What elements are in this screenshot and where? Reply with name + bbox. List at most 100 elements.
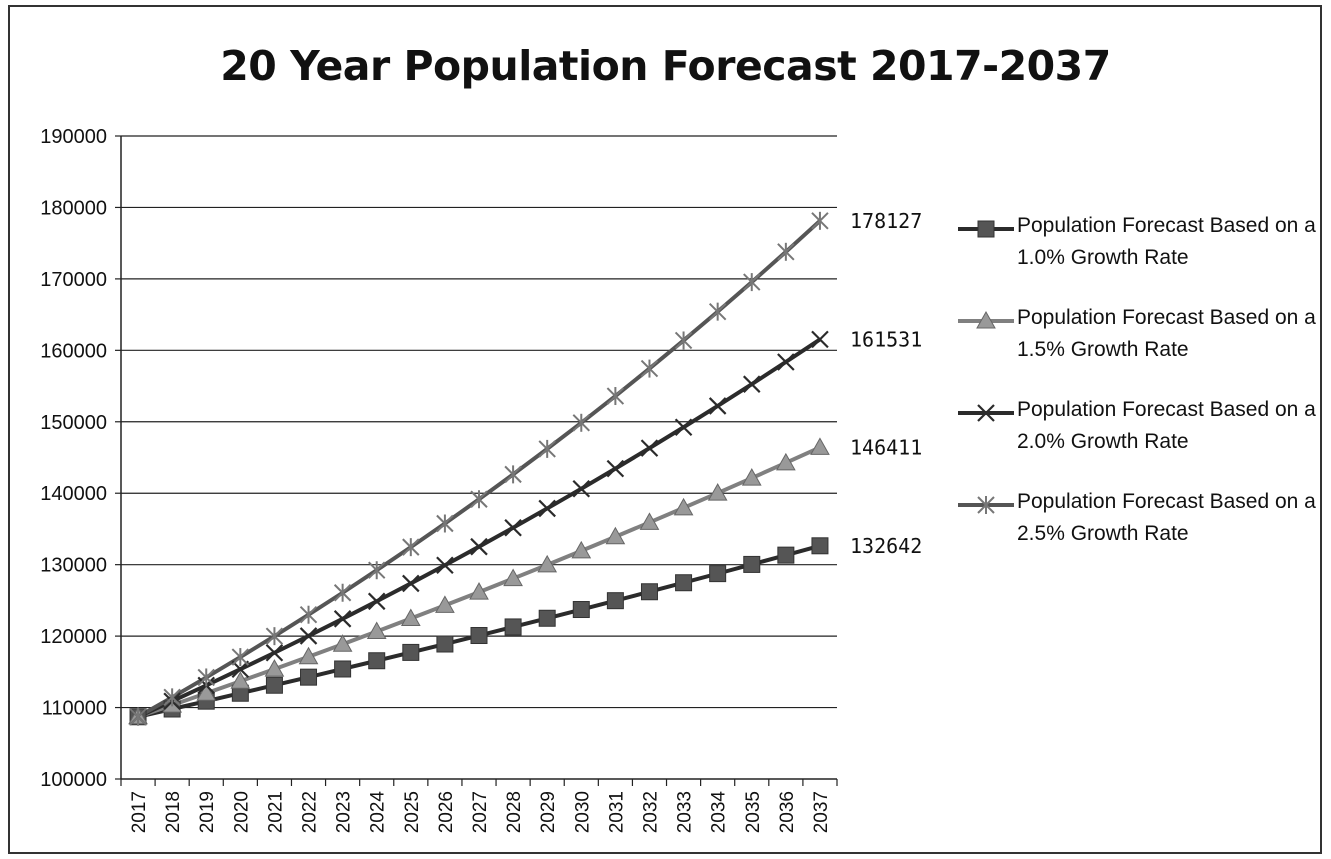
legend-label: Population Forecast Based on a 2.0% Grow… — [1017, 398, 1316, 453]
end-value-label: 132642 — [850, 534, 922, 558]
data-point — [606, 387, 625, 406]
data-point — [537, 554, 558, 573]
y-tick-label: 130000 — [40, 555, 107, 577]
data-point-stroke — [402, 574, 420, 593]
data-point-stroke — [674, 418, 693, 437]
data-point — [538, 439, 556, 458]
data-point — [300, 668, 318, 686]
data-point — [640, 583, 658, 601]
x-tick-label: 2024 — [368, 791, 389, 834]
x-tick-label: 2034 — [709, 791, 730, 834]
data-point — [470, 537, 488, 556]
x-tick-label: 2021 — [265, 791, 286, 833]
legend-swatch — [958, 496, 1014, 514]
y-tick-label: 190000 — [40, 126, 107, 148]
y-tick-label: 110000 — [42, 698, 107, 720]
data-point-stroke — [504, 518, 522, 537]
data-point — [777, 546, 795, 564]
data-point — [230, 671, 251, 689]
x-tick-label: 2026 — [436, 791, 457, 833]
chart-frame — [8, 5, 1322, 854]
data-point — [366, 621, 387, 639]
legend-swatch — [958, 310, 1014, 329]
end-labels: 132642 146411 161531 178127 — [850, 209, 922, 558]
end-value-label: 178127 — [850, 209, 922, 233]
y-tick-label: 120000 — [40, 626, 107, 648]
data-point-stroke — [470, 537, 488, 556]
data-point — [470, 490, 488, 509]
data-point — [640, 439, 659, 457]
data-point-stroke — [742, 375, 761, 393]
x-tick-label: 2022 — [300, 791, 321, 833]
data-point — [436, 556, 454, 575]
y-tick-label: 140000 — [40, 483, 107, 505]
data-point — [265, 676, 283, 694]
data-point — [606, 592, 624, 610]
x-tick-label: 2031 — [606, 791, 627, 833]
data-point — [777, 242, 795, 261]
data-point-stroke — [640, 439, 659, 457]
x-tick-label: 2036 — [777, 791, 798, 833]
x-tick-label: 2033 — [675, 791, 696, 833]
data-point — [436, 514, 454, 533]
chart-title: 20 Year Population Forecast 2017-2037 — [220, 42, 1111, 90]
legend-swatch — [958, 220, 1014, 238]
data-point — [435, 595, 455, 613]
data-point — [333, 583, 352, 602]
data-point — [976, 310, 996, 329]
y-tick-label: 180000 — [40, 197, 107, 219]
x-tick-label: 2018 — [163, 791, 184, 833]
data-point-stroke — [333, 610, 352, 628]
data-point — [810, 437, 830, 455]
data-point — [334, 660, 352, 678]
axes: 100000 110000 120000 130000 140000 150000 1600… — [40, 126, 838, 834]
chart-legend: Population Forecast Based on a 1.0% Grow… — [956, 210, 1316, 578]
legend-label: Population Forecast Based on a 2.5% Grow… — [1017, 490, 1316, 545]
legend-item: Population Forecast Based on a 1.5% Grow… — [956, 302, 1316, 394]
data-point — [368, 561, 386, 580]
data-point — [504, 618, 522, 636]
data-point-stroke — [231, 660, 250, 679]
data-point-stroke — [572, 479, 591, 498]
data-point — [674, 418, 693, 437]
data-point-stroke — [299, 627, 318, 645]
end-value-label: 146411 — [850, 435, 922, 459]
data-point — [811, 330, 829, 349]
data-point — [367, 592, 386, 611]
y-tick-label: 100000 — [40, 769, 107, 791]
data-point — [504, 518, 522, 537]
data-point — [674, 331, 693, 350]
data-point — [605, 526, 626, 545]
data-point — [265, 643, 284, 662]
data-point — [977, 220, 995, 238]
data-point — [504, 465, 522, 484]
data-point — [811, 211, 829, 230]
data-point — [503, 568, 523, 587]
end-value-label: 161531 — [850, 327, 922, 351]
data-point — [368, 652, 386, 670]
data-point — [231, 660, 250, 679]
data-point — [640, 359, 659, 378]
data-point-stroke — [777, 353, 795, 371]
data-point — [673, 497, 694, 516]
data-point — [742, 375, 761, 393]
data-point — [777, 353, 795, 371]
legend-item: Population Forecast Based on a 1.0% Grow… — [956, 210, 1316, 302]
data-point — [708, 302, 727, 321]
data-point — [402, 643, 420, 661]
legend-item: Population Forecast Based on a 2.5% Grow… — [956, 486, 1316, 578]
data-point — [675, 574, 693, 592]
data-point — [977, 404, 995, 422]
data-point-stroke — [811, 330, 829, 349]
x-tick-label: 2019 — [197, 791, 218, 833]
data-point — [741, 468, 762, 486]
data-point — [538, 499, 556, 518]
legend-item: Population Forecast Based on a 2.0% Grow… — [956, 394, 1316, 486]
data-point — [977, 496, 995, 514]
data-point — [707, 483, 728, 501]
data-point — [538, 609, 556, 627]
x-tick-label: 2029 — [538, 791, 559, 833]
data-point — [332, 634, 353, 652]
legend-label: Population Forecast Based on a 1.5% Grow… — [1017, 306, 1316, 361]
